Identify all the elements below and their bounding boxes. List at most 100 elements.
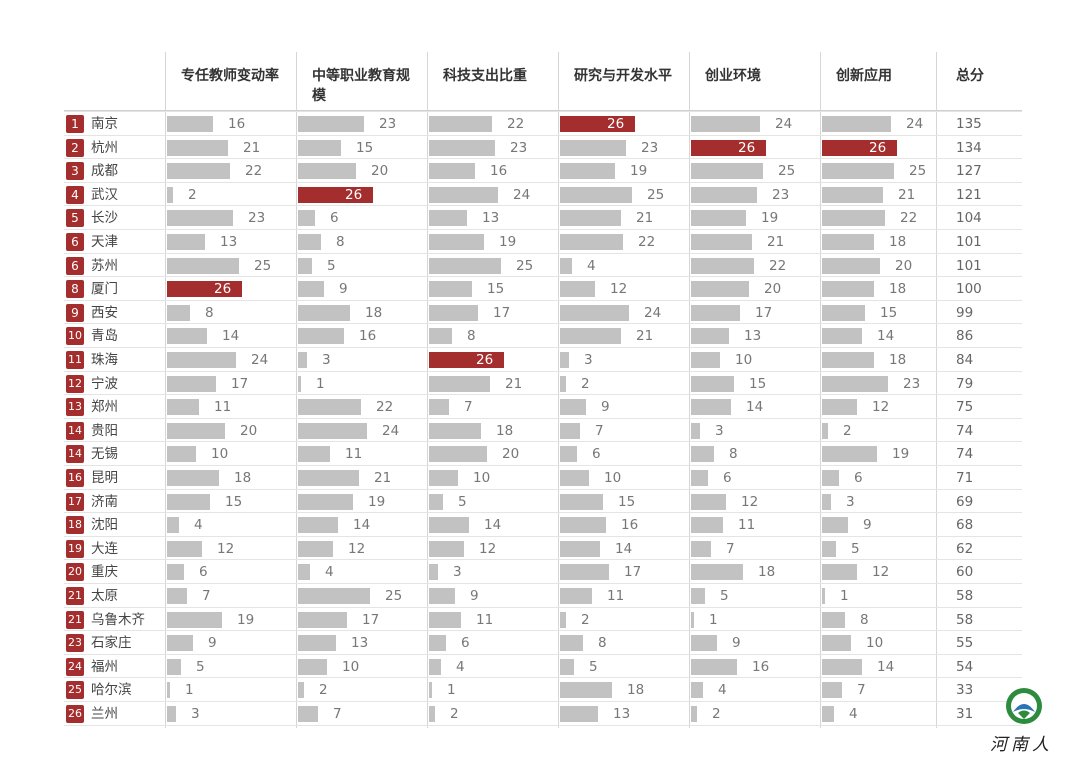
data-bar (560, 187, 632, 203)
data-bar (560, 305, 629, 321)
data-bar (691, 706, 697, 722)
data-label: 12 (872, 564, 890, 580)
data-bar (822, 281, 874, 297)
total-score: 68 (956, 517, 974, 533)
data-bar (429, 281, 472, 297)
data-label: 9 (732, 635, 741, 651)
data-bar (298, 376, 301, 392)
data-label: 3 (191, 706, 200, 722)
total-score: 69 (956, 494, 974, 510)
city-name: 大连 (91, 541, 118, 557)
data-bar (298, 541, 333, 557)
data-bar (429, 706, 435, 722)
data-label: 24 (382, 423, 400, 439)
data-label: 23 (903, 376, 921, 392)
data-bar (560, 210, 621, 226)
city-name: 武汉 (91, 187, 118, 203)
data-label: 19 (630, 163, 648, 179)
data-label: 15 (225, 494, 243, 510)
data-bar (560, 564, 609, 580)
total-score: 101 (956, 258, 982, 274)
data-label: 18 (758, 564, 776, 580)
data-bar (298, 494, 353, 510)
data-label: 9 (601, 399, 610, 415)
data-bar (691, 423, 700, 439)
data-label: 17 (362, 612, 380, 628)
data-bar (429, 659, 441, 675)
data-bar (560, 659, 574, 675)
header-divider (64, 110, 1022, 111)
data-bar (560, 588, 592, 604)
data-label: 10 (866, 635, 884, 651)
data-bar (167, 682, 170, 698)
data-bar (822, 423, 828, 439)
data-label: 13 (351, 635, 369, 651)
column-divider (936, 52, 937, 728)
data-label: 1 (185, 682, 194, 698)
data-bar (691, 352, 720, 368)
data-label: 2 (843, 423, 852, 439)
row-divider (64, 182, 1022, 183)
data-bar (691, 163, 763, 179)
total-header: 总分 (956, 68, 984, 84)
data-label: 4 (456, 659, 465, 675)
data-label: 3 (846, 494, 855, 510)
city-name: 太原 (91, 588, 118, 604)
data-label: 8 (205, 305, 214, 321)
rank-badge: 14 (66, 422, 84, 440)
data-label: 14 (222, 328, 240, 344)
data-bar (560, 163, 615, 179)
data-bar (691, 446, 714, 462)
data-bar (691, 116, 760, 132)
data-bar (691, 234, 752, 250)
city-name: 杭州 (91, 140, 118, 156)
rank-badge: 1 (66, 115, 84, 133)
city-name: 成都 (91, 163, 118, 179)
data-bar (429, 423, 481, 439)
data-bar (691, 470, 708, 486)
rank-badge: 8 (66, 280, 84, 298)
data-label: 6 (723, 470, 732, 486)
city-name: 贵阳 (91, 423, 118, 439)
data-label: 22 (507, 116, 525, 132)
data-bar (429, 612, 461, 628)
data-label: 16 (490, 163, 508, 179)
column-divider (558, 52, 559, 728)
rank-badge: 6 (66, 257, 84, 275)
data-bar (167, 588, 187, 604)
data-label: 7 (726, 541, 735, 557)
row-divider (64, 394, 1022, 395)
rank-badge: 16 (66, 469, 84, 487)
data-bar (429, 163, 475, 179)
city-name: 昆明 (91, 470, 118, 486)
data-label: 11 (214, 399, 232, 415)
data-label: 25 (647, 187, 665, 203)
rank-badge: 2 (66, 139, 84, 157)
data-bar (560, 494, 603, 510)
data-label: 1 (840, 588, 849, 604)
data-label: 18 (889, 281, 907, 297)
data-label: 8 (729, 446, 738, 462)
data-label: 21 (243, 140, 261, 156)
data-bar (298, 305, 350, 321)
data-bar (691, 399, 731, 415)
data-label: 19 (892, 446, 910, 462)
row-divider (64, 512, 1022, 513)
data-bar (298, 659, 327, 675)
data-bar (822, 328, 862, 344)
rank-badge: 5 (66, 209, 84, 227)
data-label: 14 (615, 541, 633, 557)
column-header: 创新应用 (836, 68, 892, 84)
total-score: 75 (956, 399, 974, 415)
row-divider (64, 654, 1022, 655)
data-bar (560, 140, 626, 156)
data-label: 8 (467, 328, 476, 344)
data-label: 25 (385, 588, 403, 604)
total-score: 62 (956, 541, 974, 557)
data-label: 20 (502, 446, 520, 462)
rank-badge: 19 (66, 540, 84, 558)
data-bar (822, 517, 848, 533)
rank-badge: 18 (66, 516, 84, 534)
data-bar (822, 659, 862, 675)
data-label: 9 (208, 635, 217, 651)
